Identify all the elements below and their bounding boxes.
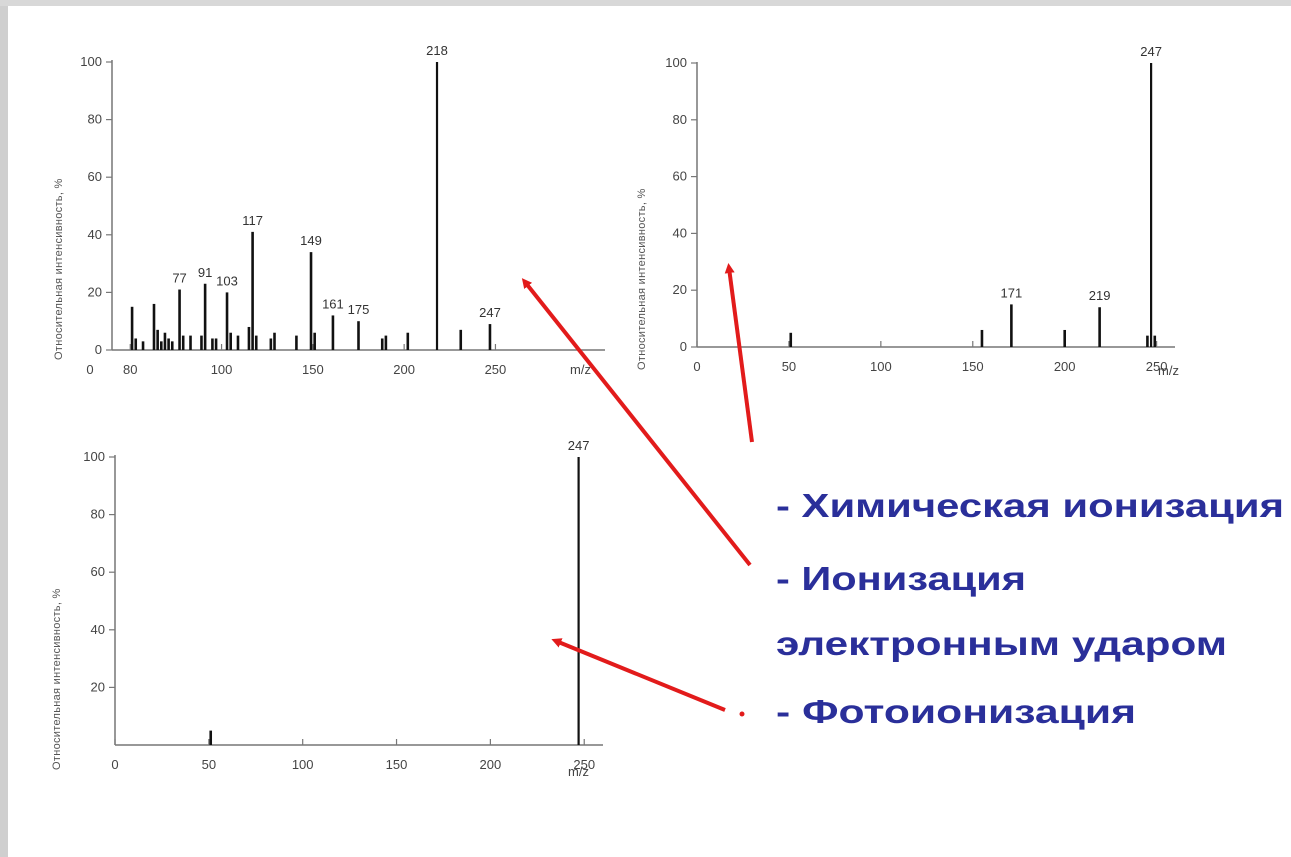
y-axis-label: Относительная интенсивность, % <box>51 588 63 770</box>
x-axis-label: m/z <box>1158 363 1179 378</box>
y-tick-label: 100 <box>665 55 687 70</box>
chart-electron-ionization: Относительная интенсивность, % m/z 0 20 40… <box>53 43 605 377</box>
y-tick-label: 80 <box>91 507 105 522</box>
y-tick-label: 80 <box>88 112 102 127</box>
y-tick-label: 40 <box>673 225 687 240</box>
x-tick-label: 50 <box>202 757 216 772</box>
top-frame-edge <box>0 0 1291 6</box>
peak-label: 218 <box>426 43 448 58</box>
peak-label: 247 <box>568 438 590 453</box>
peak-label: 247 <box>479 305 501 320</box>
peak-label: 149 <box>300 233 322 248</box>
x-tick-label: 150 <box>962 359 984 374</box>
x-tick-label: 100 <box>292 757 314 772</box>
x-tick-label: 200 <box>393 362 415 377</box>
peak-label: 219 <box>1089 288 1111 303</box>
y-tick-label: 20 <box>673 282 687 297</box>
legend-photoionization: - Фотоионизация <box>776 693 1136 730</box>
y-tick-label: 40 <box>88 227 102 242</box>
y-tick-label: 60 <box>88 169 102 184</box>
x-tick-label: 250 <box>573 757 595 772</box>
arrow-to-ei-chart <box>521 278 752 567</box>
chart-chemical-ionization: Относительная интенсивность, % m/z 0 20 40… <box>636 44 1179 378</box>
legend-electron-impact: электронным ударом <box>776 625 1227 662</box>
y-tick-label: 40 <box>91 622 105 637</box>
arrows <box>521 263 754 717</box>
y-tick-label: 100 <box>80 54 102 69</box>
x-axis-label: m/z <box>570 362 591 377</box>
arrow-to-pi-chart <box>551 638 726 712</box>
x-tick-label: 0 <box>86 362 93 377</box>
left-frame-edge <box>0 0 8 857</box>
y-tick-label: 60 <box>91 564 105 579</box>
x-tick-label: 100 <box>211 362 233 377</box>
x-tick-label: 150 <box>302 362 324 377</box>
arrow-tail-dot <box>739 711 745 717</box>
x-tick-label: 0 <box>111 757 118 772</box>
peak-label: 171 <box>1001 285 1023 300</box>
chart-photoionization: Относительная интенсивность, % m/z 20 40 6… <box>51 438 603 779</box>
x-axis-label: m/z <box>568 764 589 779</box>
legend-electron-ionization: - Ионизация <box>776 560 1026 597</box>
x-tick-label: 250 <box>485 362 507 377</box>
arrow-to-ci-chart <box>724 263 754 443</box>
y-tick-label: 0 <box>95 342 102 357</box>
x-tick-label: 150 <box>386 757 408 772</box>
x-tick-label: 200 <box>1054 359 1076 374</box>
y-tick-label: 100 <box>83 449 105 464</box>
y-tick-label: 20 <box>88 284 102 299</box>
y-axis-label: Относительная интенсивность, % <box>636 188 648 370</box>
legend-chemical-ionization: - Химическая ионизация <box>776 487 1284 524</box>
x-tick-label: 100 <box>870 359 892 374</box>
y-tick-label: 80 <box>673 112 687 127</box>
x-tick-label: 80 <box>123 362 137 377</box>
peak-label: 161 <box>322 296 344 311</box>
x-tick-label: 0 <box>693 359 700 374</box>
peak-label: 247 <box>1140 44 1162 59</box>
ionization-legend: - Химическая ионизация - Ионизация элект… <box>776 487 1284 730</box>
x-tick-label: 250 <box>1146 359 1168 374</box>
y-axis-label: Относительная интенсивность, % <box>53 178 65 360</box>
y-tick-label: 0 <box>680 339 687 354</box>
y-tick-label: 60 <box>673 169 687 184</box>
peak-label: 175 <box>348 302 370 317</box>
x-tick-label: 200 <box>480 757 502 772</box>
peak-label: 77 <box>172 271 186 286</box>
y-tick-label: 20 <box>91 679 105 694</box>
peak-label: 91 <box>198 265 212 280</box>
peak-label: 103 <box>216 273 238 288</box>
x-tick-label: 50 <box>782 359 796 374</box>
peak-label: 117 <box>242 213 263 228</box>
